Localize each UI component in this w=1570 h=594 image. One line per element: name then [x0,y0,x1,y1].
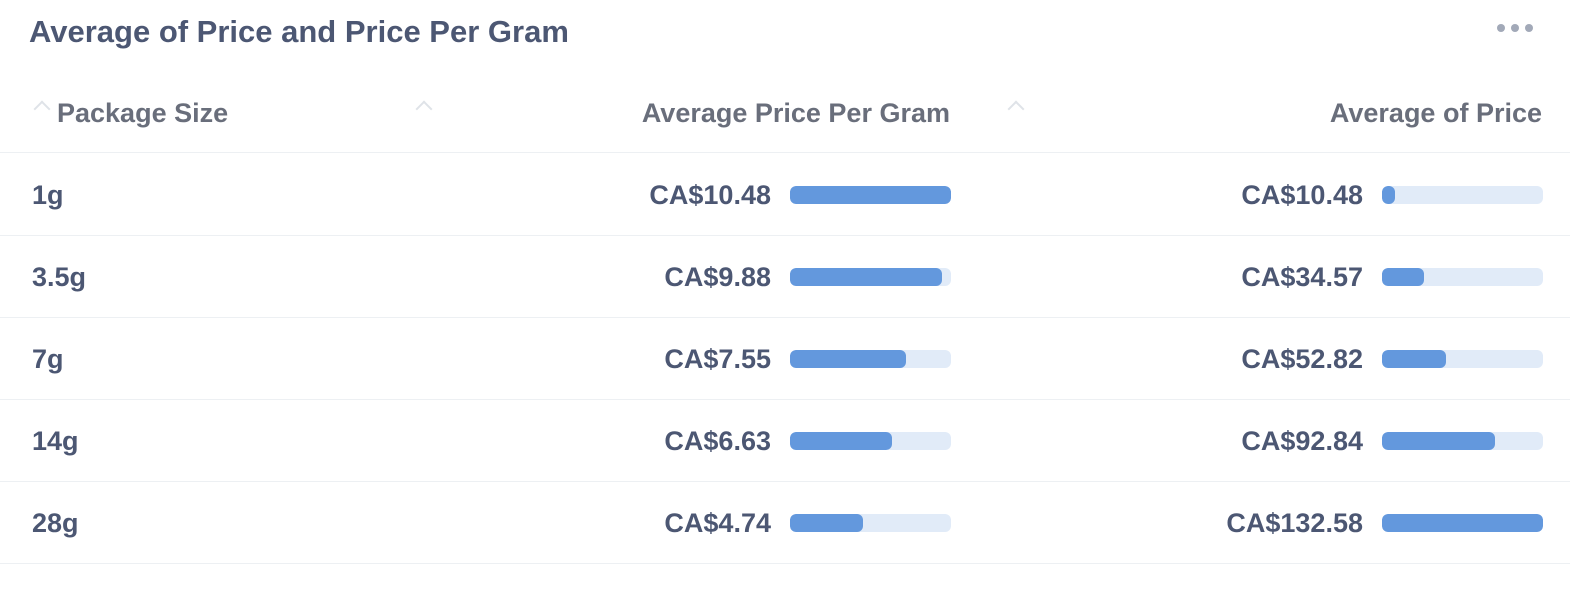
price-per-gram-bar-track [790,186,951,204]
column-header-average-price-per-gram[interactable]: Average Price Per Gram [641,98,950,128]
cell-package-size: 14g [32,426,79,456]
cell-package-size: 1g [32,180,64,210]
cell-average-price-per-gram: CA$9.88 [664,262,771,292]
price-per-gram-bar [790,186,951,204]
card-title: Average of Price and Price Per Gram [29,14,569,49]
cell-average-of-price: CA$132.58 [1226,508,1363,538]
ellipsis-icon[interactable] [1488,16,1542,40]
cell-average-of-price: CA$10.48 [1241,180,1363,210]
cell-average-price-per-gram: CA$6.63 [664,426,771,456]
cell-average-of-price: CA$52.82 [1241,344,1363,374]
average-price-bar-track [1382,350,1543,368]
column-header-package-size[interactable]: Package Size [57,98,229,128]
average-price-bar-track [1382,186,1543,204]
average-price-bar [1382,268,1424,286]
average-price-bar-track [1382,514,1543,532]
table-row: 7g CA$7.55 CA$52.82 [0,318,1570,400]
cell-average-price-per-gram: CA$10.48 [649,180,771,210]
price-per-gram-bar [790,514,863,532]
average-price-bar [1382,514,1543,532]
ellipsis-dot [1525,24,1533,32]
ellipsis-dot [1497,24,1505,32]
price-per-gram-bar [790,268,942,286]
price-per-gram-bar-track [790,432,951,450]
average-price-bar [1382,432,1495,450]
cell-package-size: 7g [32,344,64,374]
cell-package-size: 28g [32,508,79,538]
cell-average-of-price: CA$92.84 [1241,426,1363,456]
ellipsis-dot [1511,24,1519,32]
average-price-bar [1382,350,1447,368]
price-per-gram-bar [790,432,892,450]
average-price-bar [1382,186,1395,204]
cell-average-price-per-gram: CA$7.55 [664,344,771,374]
price-per-gram-bar-track [790,514,951,532]
table-row: 28g CA$4.74 CA$132.58 [0,482,1570,564]
cell-package-size: 3.5g [32,262,87,292]
table-row: 1g CA$10.48 CA$10.48 [0,154,1570,236]
column-header-average-of-price[interactable]: Average of Price [1329,98,1542,128]
average-price-bar-track [1382,432,1543,450]
table-header: Package Size Average Price Per Gram Aver… [0,80,1570,153]
average-price-bar-track [1382,268,1543,286]
table-row: 3.5g CA$9.88 CA$34.57 [0,236,1570,318]
price-per-gram-bar-track [790,350,951,368]
cell-average-of-price: CA$34.57 [1241,262,1363,292]
cell-average-price-per-gram: CA$4.74 [664,508,771,538]
price-per-gram-bar-track [790,268,951,286]
table-row: 14g CA$6.63 CA$92.84 [0,400,1570,482]
price-per-gram-bar [790,350,906,368]
